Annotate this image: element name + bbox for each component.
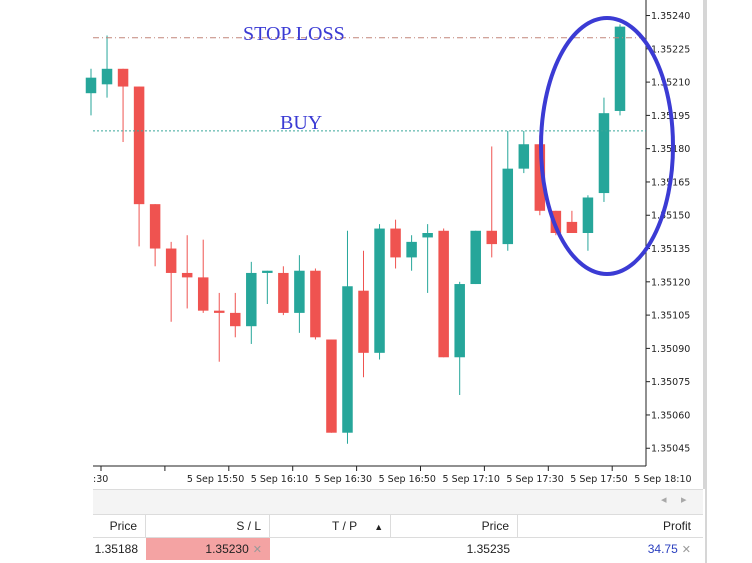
candle-body (165, 248, 177, 273)
price-tick-label: 1.35225 (651, 44, 690, 55)
price-tick-label: 1.35180 (651, 144, 690, 155)
candle-body (454, 284, 465, 358)
header-tp-label: T / P (332, 519, 357, 533)
header-price[interactable]: Price (93, 515, 146, 537)
price-tick-label: 1.35075 (651, 377, 690, 388)
time-tick-label: 5 Sep 17:30 (506, 474, 563, 485)
time-tick-label: 5 Sep 18:10 (634, 474, 691, 485)
candle-body (181, 272, 193, 278)
candle-body (149, 204, 161, 249)
header-sl[interactable]: S / L (146, 515, 270, 537)
candle-body (197, 277, 209, 311)
price-tick-label: 1.35045 (651, 444, 690, 455)
candle-body (390, 228, 401, 258)
price-tick-label: 1.35210 (651, 78, 690, 89)
candle-body (438, 230, 449, 358)
candle-body (294, 270, 305, 313)
candle-body (213, 310, 225, 313)
trade-table-header: Price S / L T / P ▲ Price Profit (93, 515, 703, 538)
time-axis: :30 5 Sep 15:50 5 Sep 16:10 5 Sep 16:30 5 Se… (93, 466, 692, 485)
time-tick-label: :30 (93, 474, 108, 485)
candle-body (342, 286, 353, 433)
price-tick-label: 1.35105 (651, 311, 690, 322)
header-tp[interactable]: T / P ▲ (270, 515, 391, 537)
time-tick-label: 5 Sep 16:50 (379, 474, 436, 485)
candle-body (406, 241, 417, 258)
candle-body (246, 272, 257, 327)
close-position-icon[interactable]: ✕ (681, 544, 691, 556)
candle-body (470, 230, 481, 285)
candle-body (534, 144, 546, 211)
candle-body (358, 290, 369, 353)
sort-ascending-icon: ▲ (374, 522, 384, 532)
candle-body (85, 77, 97, 94)
header-current-price[interactable]: Price (391, 515, 518, 537)
stop-loss-value: 1.35230 (205, 542, 249, 556)
price-tick-label: 1.35060 (651, 410, 690, 421)
candle-body (101, 68, 113, 85)
candle-body (326, 339, 337, 433)
trade-panel: ◂ ▸ Price S / L T / P ▲ Price Profit 1.3… (0, 489, 705, 563)
table-row[interactable]: 1.35188 1.35230 ✕ 1.35235 34.75 ✕ (93, 538, 703, 560)
price-tick-label: 1.35135 (651, 244, 690, 255)
time-tick-label: 5 Sep 16:10 (251, 474, 308, 485)
price-axis: 1.352401.352251.352101.351951.351801.351… (646, 11, 690, 455)
candle-body (262, 270, 273, 273)
time-tick-label: 5 Sep 17:10 (443, 474, 500, 485)
candle-body (518, 144, 530, 169)
candles (85, 24, 626, 444)
scroll-left-icon[interactable]: ◂ (661, 493, 667, 506)
chart-frame (93, 0, 647, 467)
take-profit-cell[interactable] (270, 538, 391, 560)
candle-body (117, 68, 129, 87)
open-price-cell: 1.35188 (94, 542, 138, 556)
scroll-right-icon[interactable]: ▸ (681, 493, 687, 506)
candle-body (310, 270, 321, 338)
candle-body (278, 272, 289, 313)
price-tick-label: 1.35150 (651, 211, 690, 222)
header-profit[interactable]: Profit (662, 519, 691, 533)
candle-body (598, 113, 610, 194)
price-levels (93, 37, 646, 132)
time-tick-label: 5 Sep 15:50 (187, 474, 244, 485)
profit-cell: 34.75 ✕ (518, 538, 703, 560)
candle-body (614, 26, 626, 111)
profit-value: 34.75 (647, 542, 678, 556)
candle-body (422, 233, 433, 238)
time-tick-label: 5 Sep 16:30 (315, 474, 372, 485)
window-edge (703, 0, 707, 563)
candle-body (486, 230, 497, 245)
price-tick-label: 1.35120 (651, 277, 690, 288)
horizontal-scrollbar[interactable]: ◂ ▸ (93, 489, 703, 515)
time-tick-label: 5 Sep 17:50 (570, 474, 627, 485)
highlight-ellipse (539, 16, 675, 276)
remove-sl-icon[interactable]: ✕ (252, 544, 262, 556)
current-price-cell: 1.35235 (466, 542, 510, 556)
buy-annotation: BUY (280, 112, 322, 134)
candle-body (133, 86, 145, 205)
stop-loss-cell[interactable]: 1.35230 ✕ (146, 538, 270, 560)
candle-body (582, 197, 594, 233)
candle-body (230, 312, 241, 327)
candle-body (502, 168, 514, 245)
stop-loss-annotation: STOP LOSS (243, 23, 345, 45)
price-chart[interactable]: 1.352401.352251.352101.351951.351801.351… (0, 0, 752, 489)
candle-body (566, 221, 578, 233)
price-tick-label: 1.35240 (651, 11, 690, 22)
candle-body (374, 228, 385, 353)
price-tick-label: 1.35090 (651, 344, 690, 355)
